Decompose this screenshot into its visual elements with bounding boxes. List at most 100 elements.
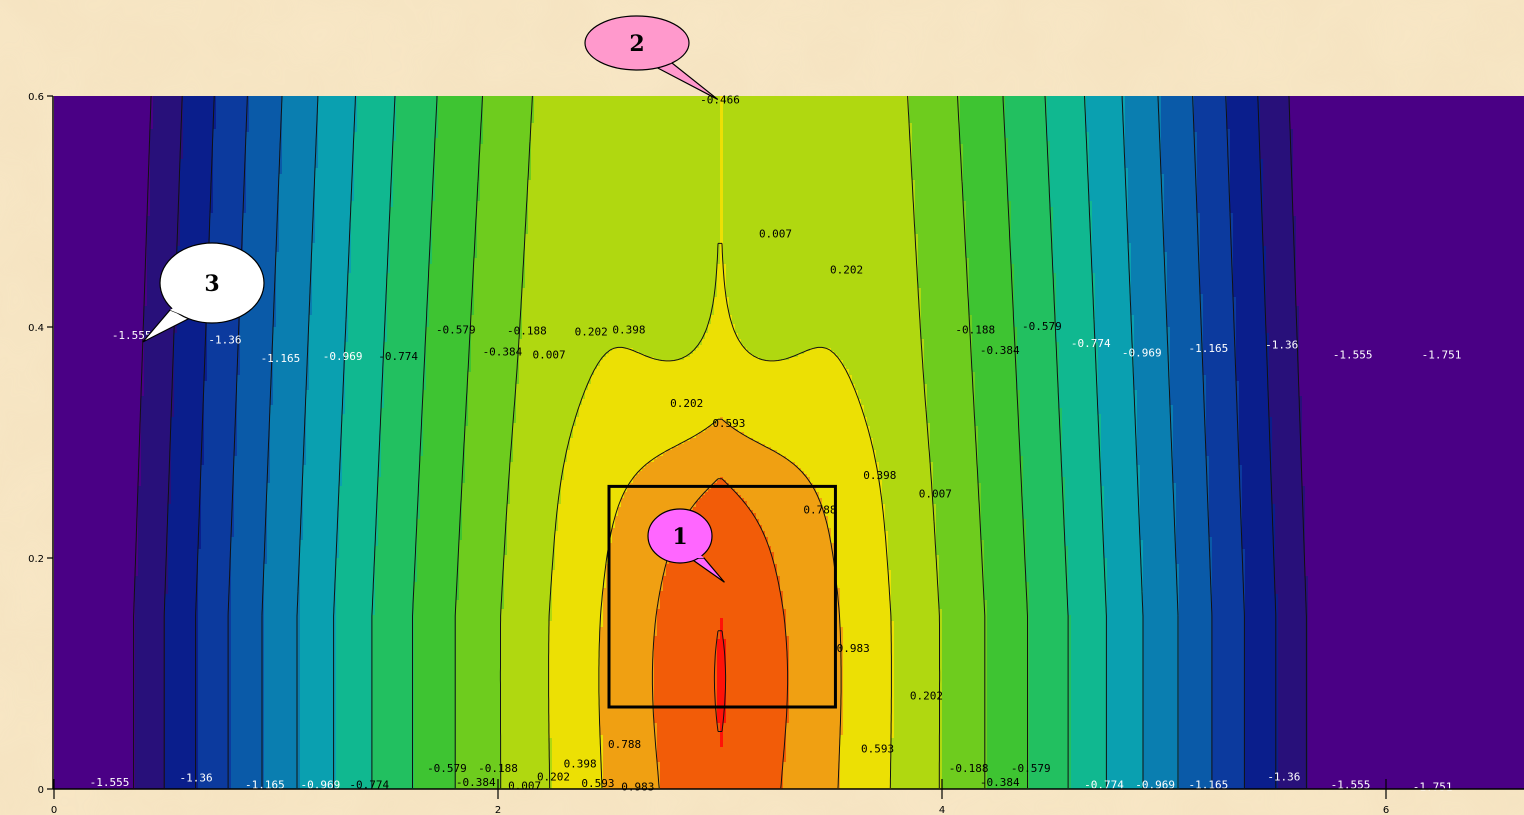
- contour-band: [660, 603, 784, 607]
- contour-band: [1095, 294, 1132, 298]
- contour-band: [1179, 621, 1213, 625]
- contour-band: [1203, 327, 1237, 331]
- contour-band: [354, 198, 394, 202]
- contour-band: [267, 486, 304, 490]
- contour-band: [1266, 267, 1297, 271]
- contour-band: [54, 156, 151, 160]
- contour-band: [381, 408, 424, 412]
- contour-band: [426, 357, 472, 361]
- contour-band: [135, 585, 169, 589]
- contour-band: [201, 510, 235, 514]
- contour-band: [435, 138, 484, 142]
- contour-band: [609, 543, 676, 547]
- contour-band: [1056, 276, 1096, 280]
- contour-band: [147, 258, 178, 262]
- contour-band: [204, 414, 238, 418]
- contour-band: [168, 543, 202, 547]
- contour-band: [1197, 138, 1231, 142]
- contour-band: [270, 408, 307, 412]
- contour-band: [54, 522, 139, 526]
- contour-band: [1140, 483, 1177, 487]
- contour-band: [207, 372, 241, 376]
- contour-band: [1059, 381, 1099, 385]
- contour-band: [201, 522, 235, 526]
- contour-band: [1137, 450, 1174, 454]
- contour-band: [1062, 474, 1102, 478]
- contour-band: [1245, 651, 1279, 655]
- contour-band: [1089, 195, 1129, 199]
- contour-band: [918, 267, 970, 271]
- contour-band: [1266, 249, 1297, 253]
- contour-band: [300, 570, 337, 574]
- contour-band: [174, 375, 208, 379]
- contour-band: [144, 354, 175, 358]
- contour-band: [54, 291, 148, 295]
- contour-band: [1275, 582, 1309, 586]
- contour-band: [1020, 450, 1063, 454]
- contour-band: [54, 579, 136, 583]
- contour-band: [273, 399, 307, 403]
- contour-band: [858, 390, 928, 394]
- contour-band: [1296, 294, 1524, 298]
- contour-band: [168, 531, 202, 535]
- contour-band: [318, 162, 355, 166]
- contour-band: [924, 372, 976, 376]
- contour-band: [1302, 444, 1524, 448]
- contour-band: [306, 441, 343, 445]
- contour-band: [513, 456, 568, 460]
- contour-band: [1266, 324, 1300, 328]
- contour-band: [234, 459, 271, 463]
- contour-band: [396, 99, 439, 103]
- contour-band: [1098, 354, 1135, 358]
- contour-band: [150, 201, 181, 205]
- contour-band: [984, 594, 1030, 598]
- contour-band: [1017, 378, 1060, 382]
- contour-band: [384, 372, 427, 376]
- contour-band: [318, 144, 355, 148]
- contour-band: [1296, 261, 1524, 265]
- contour-band: [1164, 240, 1201, 244]
- contour-band: [1245, 567, 1276, 571]
- contour-band: [1239, 459, 1273, 463]
- contour-band: [417, 555, 460, 559]
- contour-band: [312, 270, 352, 274]
- contour-band: [501, 615, 553, 619]
- contour-band: [201, 519, 235, 523]
- contour-band: [1029, 588, 1069, 592]
- contour-band: [336, 558, 376, 562]
- contour-band: [504, 555, 556, 559]
- contour-band: [165, 618, 199, 622]
- contour-band: [531, 132, 721, 136]
- contour-band: [1230, 144, 1261, 148]
- contour-band: [1005, 120, 1048, 124]
- contour-band: [1020, 447, 1063, 451]
- contour-band: [1056, 285, 1096, 289]
- contour-band: [1053, 261, 1093, 265]
- contour-band: [1242, 474, 1273, 478]
- contour-band: [1278, 645, 1309, 649]
- contour-band: [318, 126, 358, 130]
- contour-band: [174, 402, 205, 406]
- contour-band: [54, 273, 148, 277]
- contour-band: [213, 165, 247, 169]
- contour-band: [381, 465, 421, 469]
- contour-band: [1131, 285, 1168, 289]
- contour-band: [54, 618, 136, 622]
- contour-band: [1200, 222, 1234, 226]
- contour-band: [231, 615, 265, 619]
- contour-band: [918, 264, 970, 268]
- contour-band: [831, 537, 889, 541]
- contour-band: [978, 444, 1021, 448]
- contour-band: [372, 648, 415, 652]
- contour-band: [1008, 183, 1051, 187]
- contour-band: [339, 546, 376, 550]
- contour-band: [1305, 543, 1524, 547]
- contour-band: [144, 351, 175, 355]
- contour-band: [207, 330, 241, 334]
- contour-band: [504, 585, 553, 589]
- contour-band: [210, 213, 244, 217]
- contour-band: [1161, 123, 1195, 127]
- contour-band: [174, 378, 208, 382]
- contour-band: [501, 630, 550, 634]
- contour-band: [198, 636, 232, 640]
